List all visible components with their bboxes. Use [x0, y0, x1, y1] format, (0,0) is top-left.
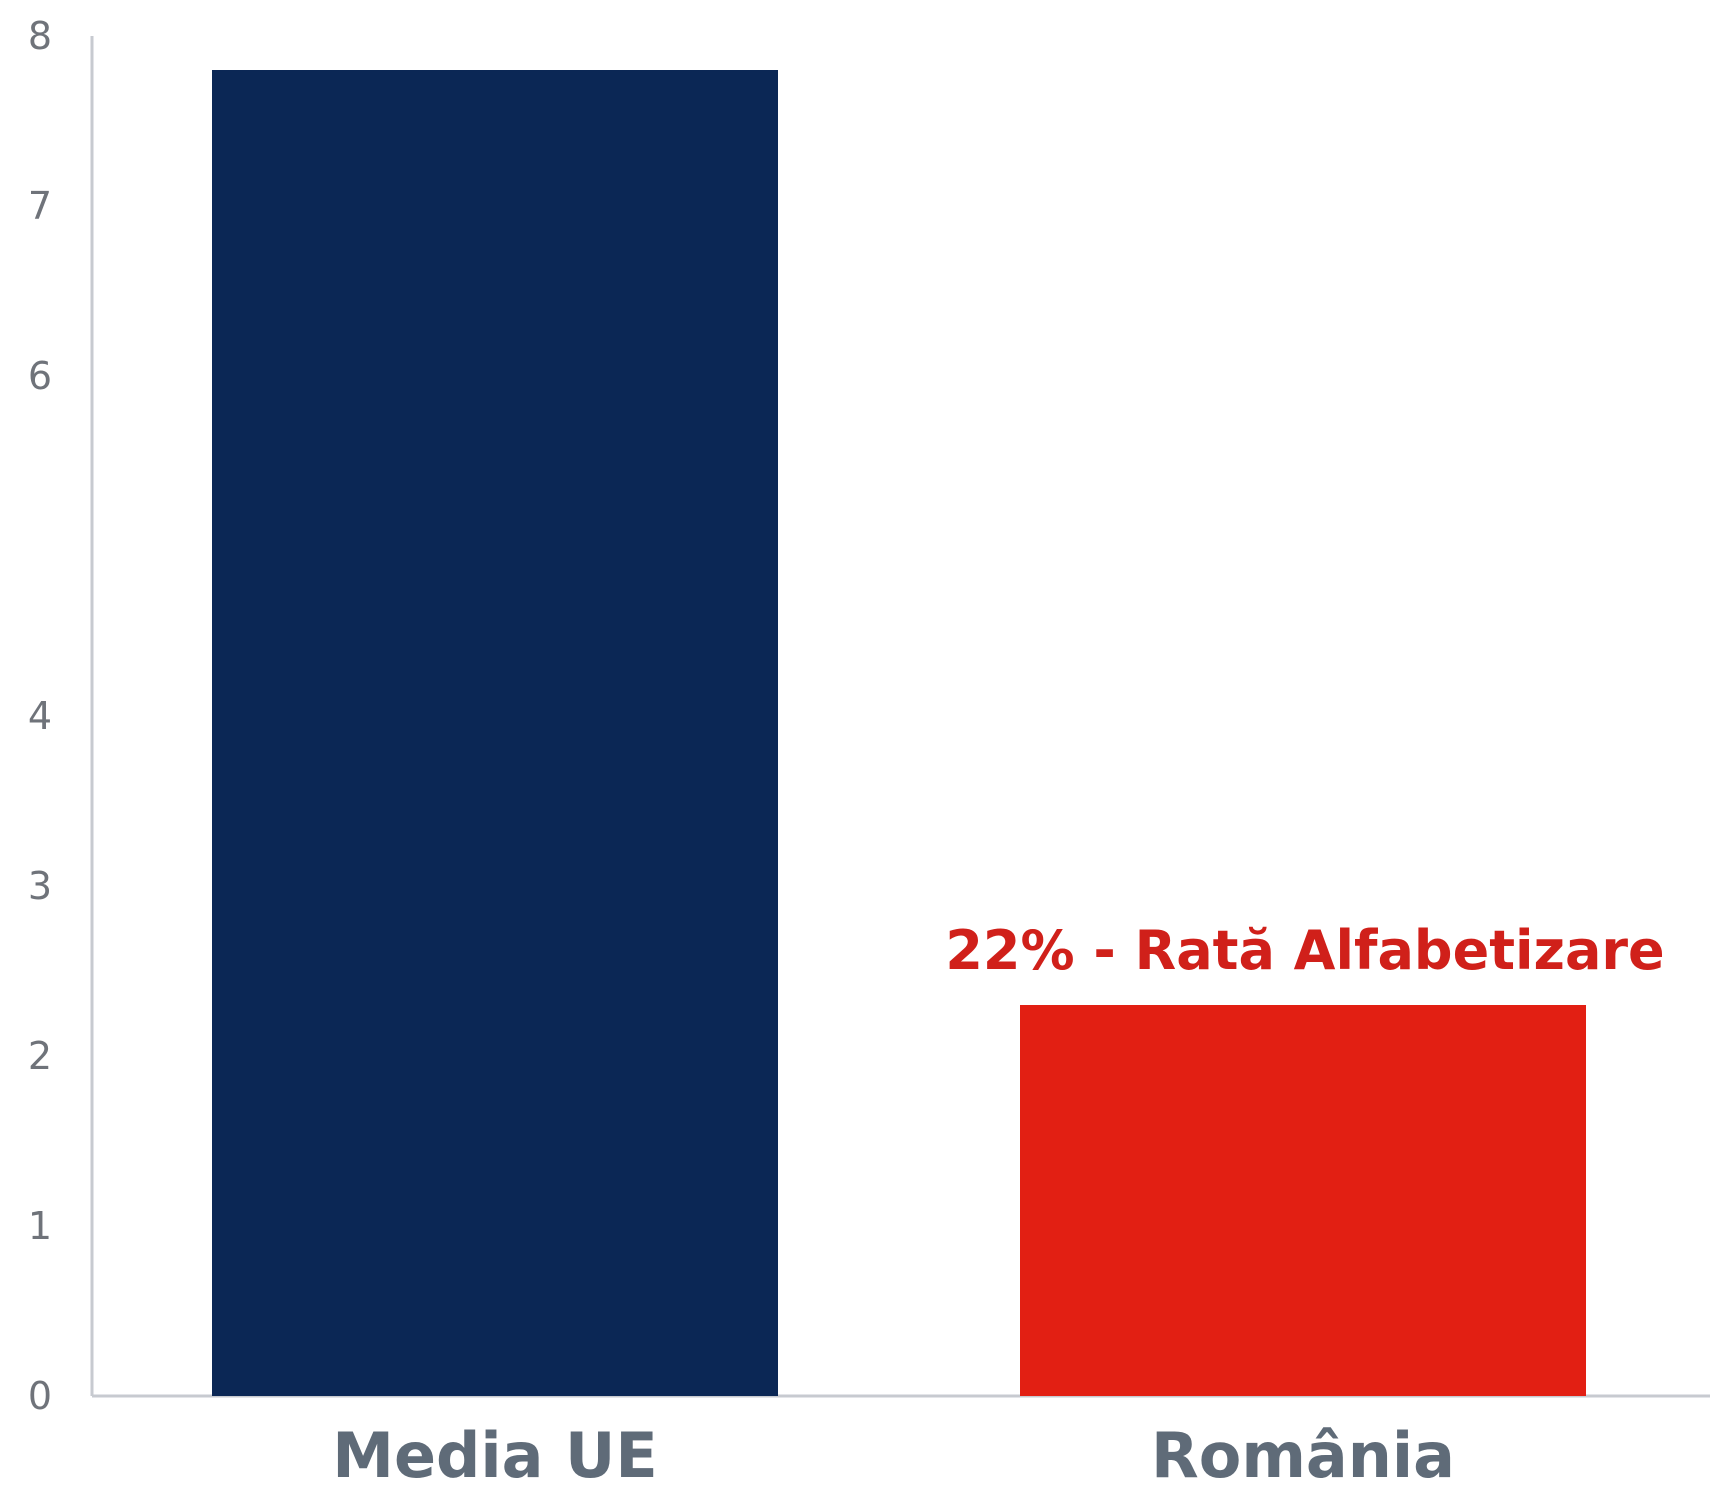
- y-tick-label: 1: [28, 1204, 52, 1248]
- y-axis-ticks: 0 1 2 3 4 6 7 8: [28, 14, 52, 1418]
- category-label: Media UE: [332, 1419, 658, 1486]
- data-label-annotation: 22% - Rată Alfabetizare: [945, 919, 1664, 982]
- category-label: România: [1151, 1419, 1455, 1486]
- y-tick-label: 8: [28, 14, 52, 58]
- bar-media-ue: [212, 70, 778, 1396]
- category-labels: Media UE România: [332, 1419, 1455, 1486]
- bar-romania: [1020, 1005, 1586, 1396]
- y-tick-label: 2: [28, 1034, 52, 1078]
- y-tick-label: 3: [28, 864, 52, 908]
- y-tick-label: 4: [28, 694, 52, 738]
- y-tick-label: 7: [28, 184, 52, 228]
- y-tick-label: 6: [28, 354, 52, 398]
- annotations-group: 22% - Rată Alfabetizare: [945, 919, 1664, 982]
- y-tick-label: 0: [28, 1374, 52, 1418]
- bars-group: [212, 70, 1586, 1396]
